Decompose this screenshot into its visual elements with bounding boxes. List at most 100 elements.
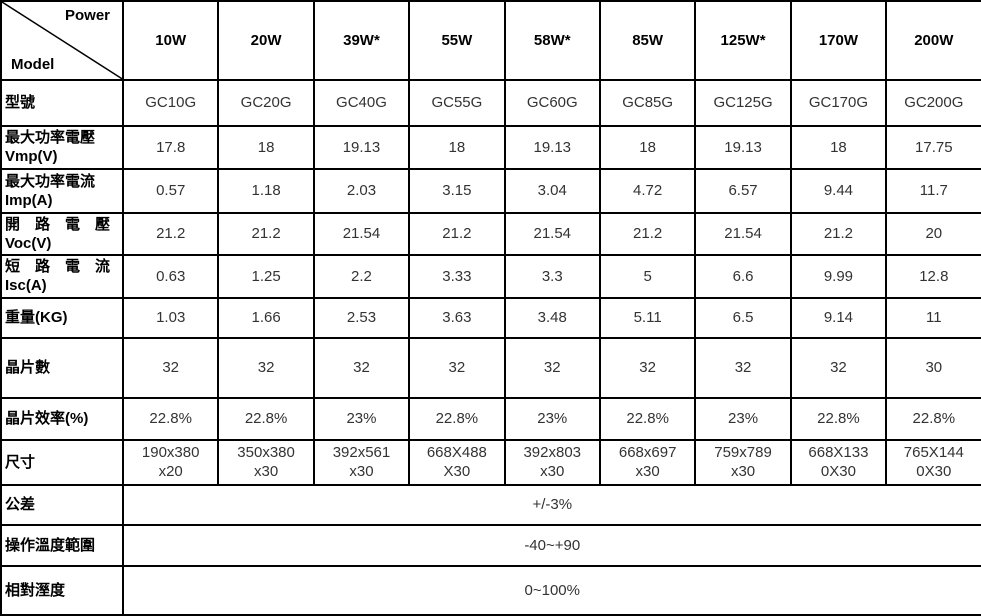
corner-cell: Power Model — [0, 0, 124, 81]
power-header-cell: 125W* — [694, 0, 792, 81]
value-cell: 21.2 — [789, 211, 888, 256]
value-cell: 3.15 — [408, 167, 506, 214]
value-cell: 3.63 — [408, 296, 506, 339]
value-cell: 9.14 — [789, 296, 888, 339]
value-cell: 21.54 — [503, 211, 601, 256]
value-cell: GC60G — [503, 78, 601, 127]
corner-model-label: Model — [11, 55, 55, 73]
value-cell: 32 — [503, 336, 601, 399]
value-cell: 32 — [217, 336, 315, 399]
value-cell: GC55G — [408, 78, 506, 127]
table-row: 尺寸 190x380 x20 350x380 x30 392x561 x30 668X4… — [0, 438, 981, 486]
value-cell: 9.99 — [789, 253, 888, 299]
value-cell: 3.48 — [503, 296, 601, 339]
value-cell: 18 — [217, 124, 315, 170]
value-cell: 22.8% — [217, 396, 315, 441]
row-label-cell: 相對溼度 — [0, 564, 124, 616]
table-row: 操作溫度範圍 -40~+90 — [0, 523, 981, 567]
row-label-cell: 開 路 電 壓 Voc(V) — [0, 211, 124, 256]
value-cell: 23% — [503, 396, 601, 441]
row-label-cell: 重量(KG) — [0, 296, 124, 339]
value-cell: 23% — [694, 396, 792, 441]
table-row: 最大功率電流 Imp(A) 0.57 1.18 2.03 3.15 3.04 4.72 6.5… — [0, 167, 981, 214]
value-cell: 765X144 0X30 — [885, 438, 981, 486]
value-cell: 6.57 — [694, 167, 792, 214]
table-row: 重量(KG) 1.03 1.66 2.53 3.63 3.48 5.11 6.5 9.14 11 — [0, 296, 981, 339]
value-cell: 3.33 — [408, 253, 506, 299]
row-label-cell: 公差 — [0, 483, 124, 526]
value-cell: 21.2 — [408, 211, 506, 256]
value-cell: GC170G — [789, 78, 888, 127]
value-cell: 3.3 — [503, 253, 601, 299]
table-row: 晶片效率(%) 22.8% 22.8% 23% 22.8% 23% 22.8% 23% 22.8… — [0, 396, 981, 441]
value-cell: 350x380 x30 — [217, 438, 315, 486]
value-cell: 11.7 — [885, 167, 981, 214]
value-cell: 19.13 — [312, 124, 411, 170]
value-cell: 4.72 — [598, 167, 697, 214]
value-cell: 12.8 — [885, 253, 981, 299]
value-cell: 32 — [121, 336, 220, 399]
value-cell: 759x789 x30 — [694, 438, 792, 486]
diagonal-divider-line — [2, 2, 122, 79]
power-header-cell: 39W* — [312, 0, 411, 81]
row-label-cell: 晶片數 — [0, 336, 124, 399]
value-cell: 1.66 — [217, 296, 315, 339]
value-cell: 21.54 — [694, 211, 792, 256]
power-header-cell: 200W — [885, 0, 981, 81]
power-header-cell: 170W — [789, 0, 888, 81]
value-cell: 17.75 — [885, 124, 981, 170]
value-cell: GC10G — [121, 78, 220, 127]
value-cell: 30 — [885, 336, 981, 399]
merged-value-cell: 0~100% — [122, 564, 981, 616]
value-cell: 32 — [312, 336, 411, 399]
value-cell: 1.18 — [217, 167, 315, 214]
corner-power-label: Power — [64, 7, 110, 24]
value-cell: 3.04 — [503, 167, 601, 214]
value-cell: 5 — [598, 253, 697, 299]
value-cell: 19.13 — [503, 124, 601, 170]
value-cell: 22.8% — [121, 396, 220, 441]
value-cell: 0.63 — [121, 253, 220, 299]
header-row: Power Model 10W 20W 39W* 55W 58W* 85W 125W* 170… — [0, 0, 981, 81]
value-cell: 392x561 x30 — [312, 438, 411, 486]
value-cell: 17.8 — [121, 124, 220, 170]
power-header-cell: 85W — [598, 0, 697, 81]
value-cell: 9.44 — [789, 167, 888, 214]
value-cell: 32 — [789, 336, 888, 399]
row-label-cell: 最大功率電流 Imp(A) — [0, 167, 124, 214]
value-cell: 0.57 — [121, 167, 220, 214]
value-cell: 18 — [408, 124, 506, 170]
value-cell: GC125G — [694, 78, 792, 127]
value-cell: 2.53 — [312, 296, 411, 339]
value-cell: 22.8% — [408, 396, 506, 441]
value-cell: 1.25 — [217, 253, 315, 299]
value-cell: 20 — [885, 211, 981, 256]
value-cell: GC85G — [598, 78, 697, 127]
value-cell: GC200G — [885, 78, 981, 127]
value-cell: GC40G — [312, 78, 411, 127]
value-cell: 11 — [885, 296, 981, 339]
value-cell: 22.8% — [598, 396, 697, 441]
row-label-cell: 晶片效率(%) — [0, 396, 124, 441]
merged-value-cell: +/-3% — [122, 483, 981, 526]
value-cell: 32 — [598, 336, 697, 399]
power-header-cell: 55W — [408, 0, 506, 81]
value-cell: 2.2 — [312, 253, 411, 299]
value-cell: 21.54 — [312, 211, 411, 256]
value-cell: 19.13 — [694, 124, 792, 170]
row-label-cell: 最大功率電壓 Vmp(V) — [0, 124, 124, 170]
value-cell: 6.6 — [694, 253, 792, 299]
value-cell: 392x803 x30 — [503, 438, 601, 486]
row-label-cell: 短 路 電 流 Isc(A) — [0, 253, 124, 299]
value-cell: 23% — [312, 396, 411, 441]
merged-value-cell: -40~+90 — [122, 523, 981, 567]
value-cell: 668x697 x30 — [598, 438, 697, 486]
table-row: 公差 +/-3% — [0, 483, 981, 526]
value-cell: 32 — [408, 336, 506, 399]
value-cell: 22.8% — [885, 396, 981, 441]
row-label-cell: 操作溫度範圍 — [0, 523, 124, 567]
power-header-cell: 10W — [121, 0, 220, 81]
value-cell: 18 — [598, 124, 697, 170]
value-cell: 22.8% — [789, 396, 888, 441]
